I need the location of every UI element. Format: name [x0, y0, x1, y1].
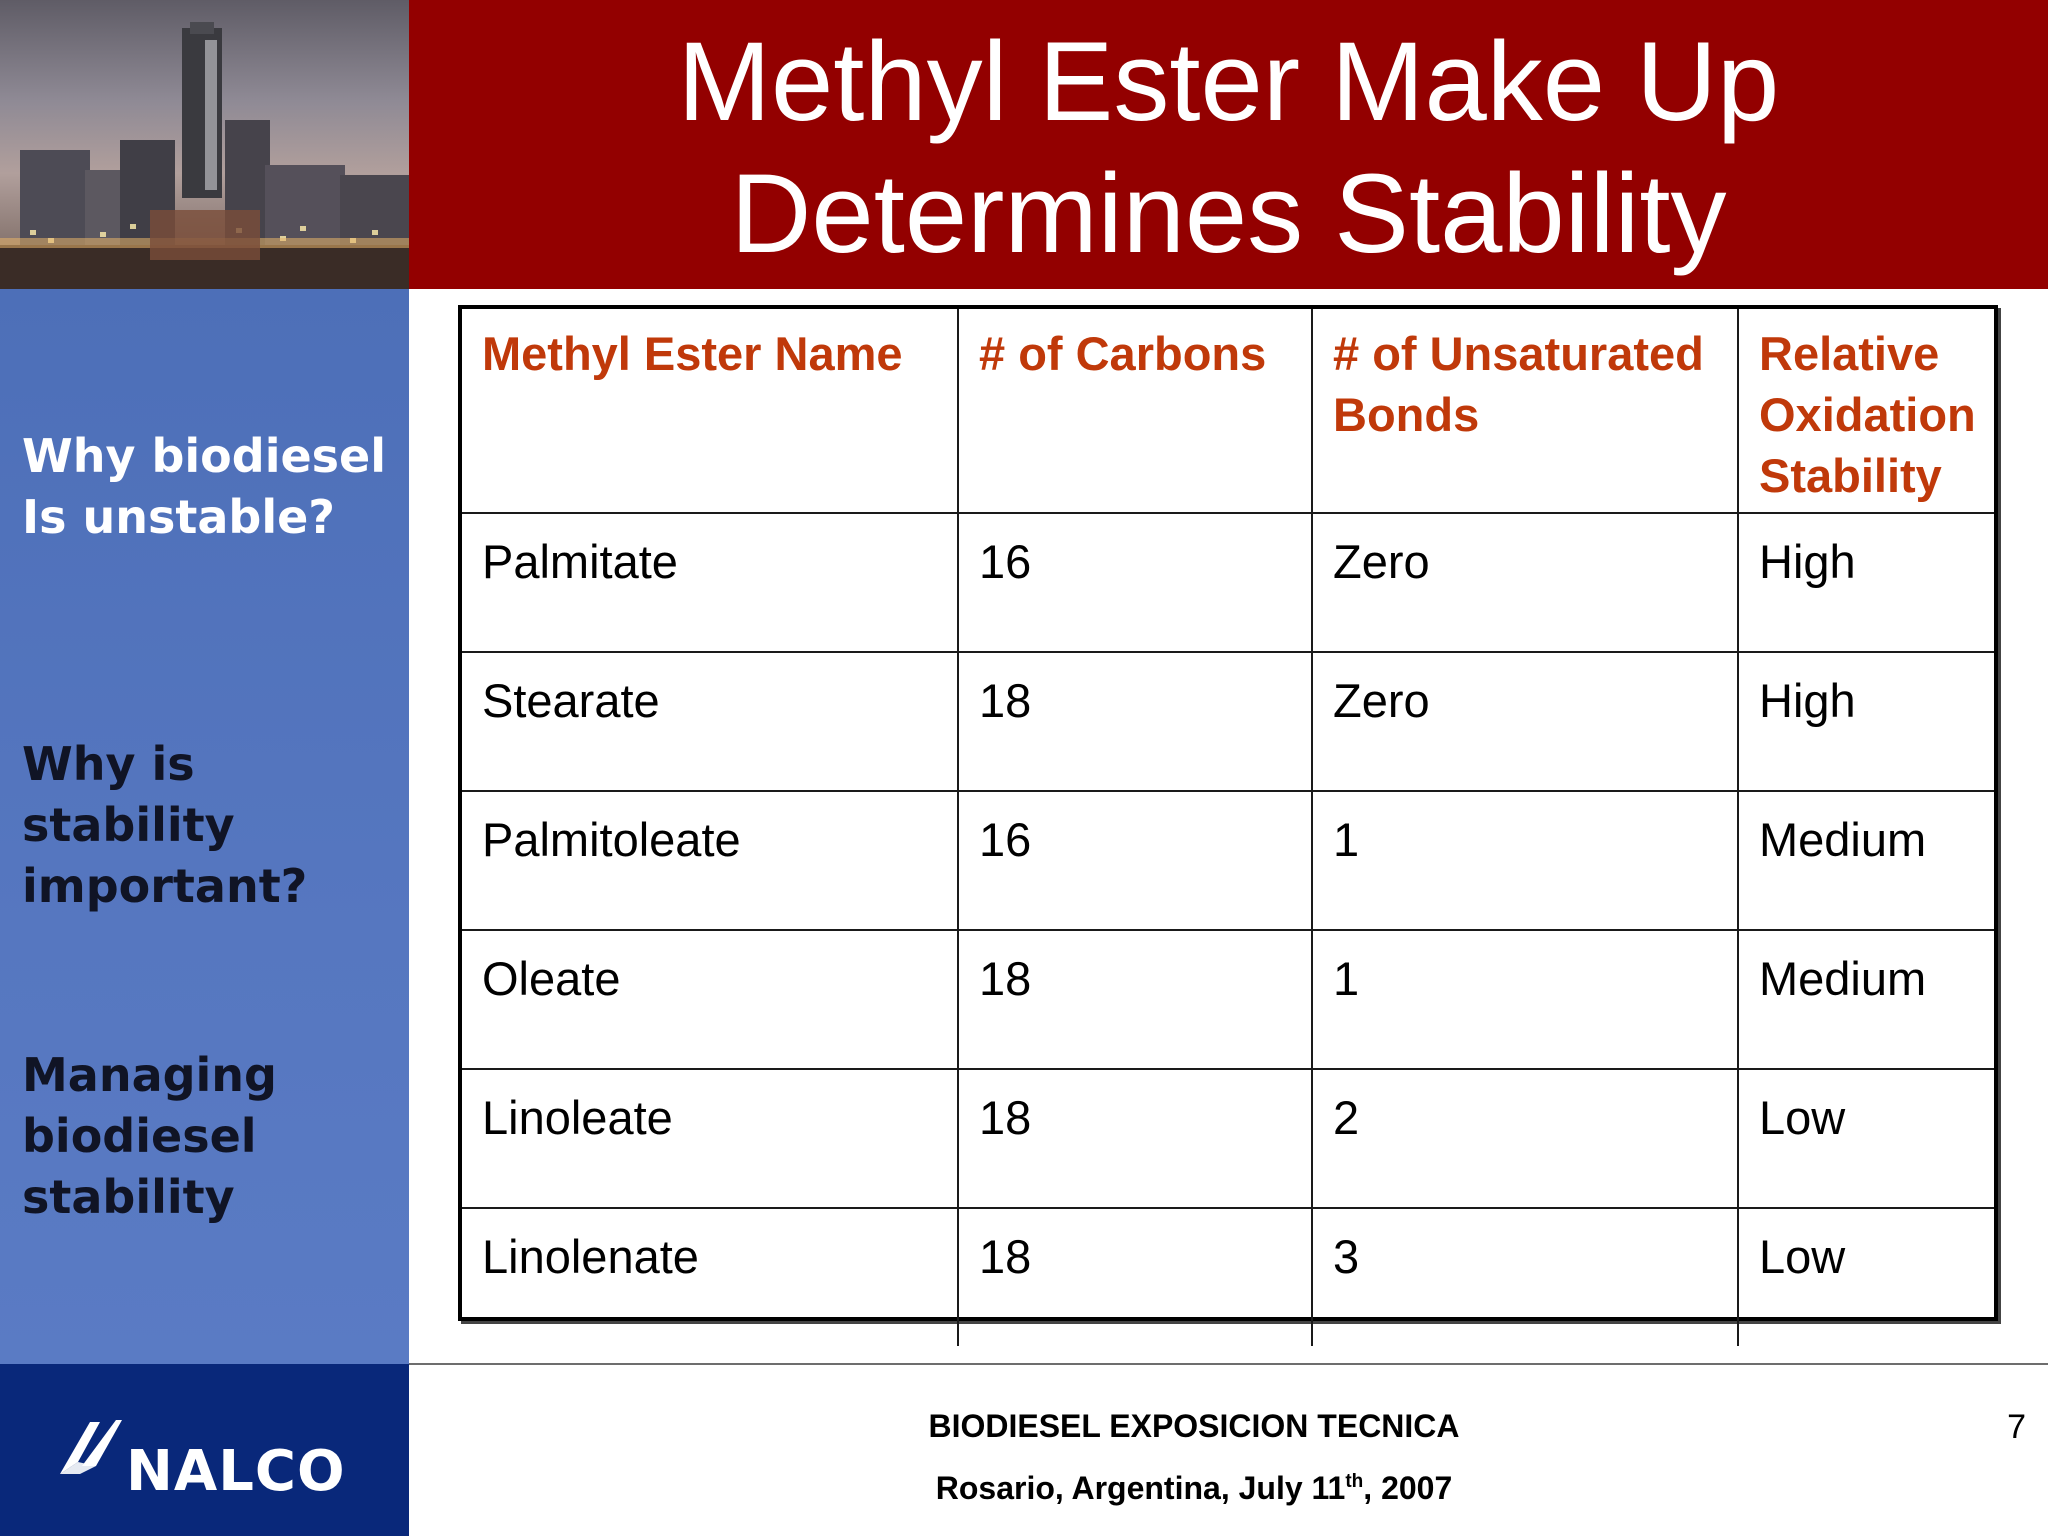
footer-logo-block: NALCO: [0, 1364, 409, 1536]
table-row: Stearate 18 Zero High: [462, 651, 1994, 792]
cell-carbons: 18: [957, 1207, 1313, 1346]
cell-carbons: 18: [957, 929, 1313, 1070]
cell-carbons: 18: [957, 1068, 1313, 1209]
sidebar-item-why-important: Why is stability important?: [22, 737, 308, 913]
table-row: Oleate 18 1 Medium: [462, 929, 1994, 1070]
cell-carbons: 16: [957, 790, 1313, 931]
header-methyl-ester-name: Methyl Ester Name: [462, 309, 959, 514]
cell-bonds: Zero: [1311, 651, 1739, 792]
cell-bonds: 2: [1311, 1068, 1739, 1209]
table-row: Linoleate 18 2 Low: [462, 1068, 1994, 1209]
cell-name: Linoleate: [462, 1068, 959, 1209]
cell-name: Oleate: [462, 929, 959, 1070]
cell-stability: High: [1737, 512, 1994, 653]
cell-bonds: Zero: [1311, 512, 1739, 653]
footer-event-name: BIODIESEL EXPOSICION TECNICA: [928, 1408, 1460, 1444]
footer-location-date: Rosario, Argentina, July 11th, 2007: [409, 1470, 1979, 1507]
cell-name: Stearate: [462, 651, 959, 792]
table-header-row: Methyl Ester Name # of Carbons # of Unsa…: [462, 309, 1994, 514]
header-carbons: # of Carbons: [957, 309, 1313, 514]
sidebar-item-managing-stability: Managing biodiesel stability: [22, 1048, 277, 1224]
table-row: Palmitate 16 Zero High: [462, 512, 1994, 653]
sidebar: Why biodiesel Is unstable? Why is stabil…: [0, 289, 409, 1364]
header-city-photo: [0, 0, 409, 289]
cell-name: Linolenate: [462, 1207, 959, 1346]
cell-name: Palmitate: [462, 512, 959, 653]
footer: BIODIESEL EXPOSICION TECNICA Rosario, Ar…: [409, 1366, 2048, 1536]
cell-stability: Medium: [1737, 790, 1994, 931]
cell-stability: Low: [1737, 1207, 1994, 1346]
cell-carbons: 16: [957, 512, 1313, 653]
cell-name: Palmitoleate: [462, 790, 959, 931]
cell-stability: Low: [1737, 1068, 1994, 1209]
cell-stability: Medium: [1737, 929, 1994, 1070]
header-oxidation-stability: Relative Oxidation Stability: [1737, 309, 1994, 514]
table-row: Palmitoleate 16 1 Medium: [462, 790, 1994, 931]
cell-bonds: 1: [1311, 929, 1739, 1070]
nalco-logo-text: NALCO: [126, 1439, 346, 1504]
nalco-logo-icon: [60, 1420, 122, 1474]
table-row: Linolenate 18 3 Low: [462, 1207, 1994, 1346]
title-bar: Methyl Ester Make Up Determines Stabilit…: [409, 0, 2048, 289]
footer-ordinal-suffix: th: [1345, 1471, 1364, 1492]
header-unsaturated-bonds: # of Unsaturated Bonds: [1311, 309, 1739, 514]
cell-bonds: 1: [1311, 790, 1739, 931]
page-number: 7: [2007, 1408, 2026, 1446]
slide-title-line-2: Determines Stability: [730, 150, 1727, 276]
cell-carbons: 18: [957, 651, 1313, 792]
sidebar-item-why-unstable: Why biodiesel Is unstable?: [22, 429, 387, 544]
cell-bonds: 3: [1311, 1207, 1739, 1346]
methyl-ester-table: Methyl Ester Name # of Carbons # of Unsa…: [458, 305, 1998, 1346]
footer-divider: [409, 1363, 2048, 1365]
footer-year: , 2007: [1363, 1470, 1453, 1506]
footer-location-prefix: Rosario, Argentina, July 11: [935, 1470, 1346, 1506]
slide-title-line-1: Methyl Ester Make Up: [677, 18, 1780, 144]
cell-stability: High: [1737, 651, 1994, 792]
